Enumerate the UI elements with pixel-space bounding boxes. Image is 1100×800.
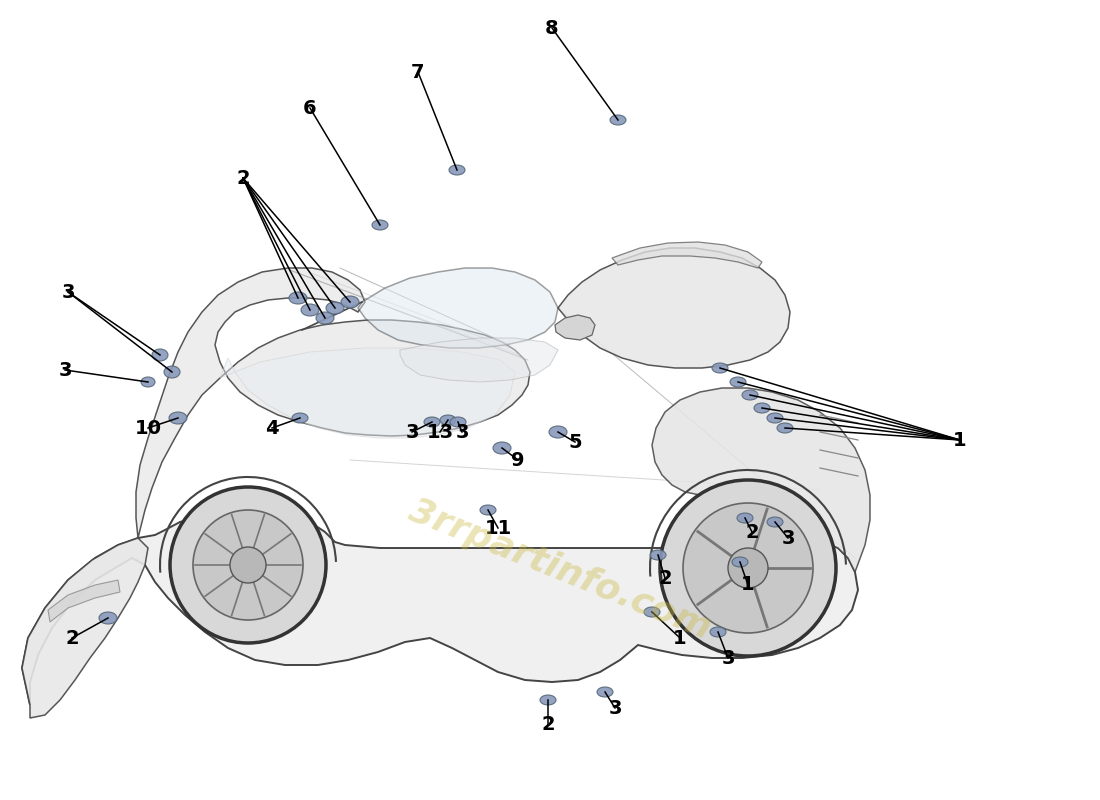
Ellipse shape: [737, 513, 754, 523]
Ellipse shape: [450, 417, 466, 427]
Ellipse shape: [493, 442, 512, 454]
Ellipse shape: [767, 413, 783, 423]
Ellipse shape: [341, 296, 359, 308]
Ellipse shape: [316, 312, 334, 324]
Text: 11: 11: [484, 518, 512, 538]
Text: 2: 2: [236, 169, 250, 187]
Ellipse shape: [164, 366, 180, 378]
Polygon shape: [652, 388, 870, 572]
Ellipse shape: [169, 412, 187, 424]
Polygon shape: [220, 348, 515, 438]
Ellipse shape: [610, 115, 626, 125]
Text: 1: 1: [741, 575, 755, 594]
Ellipse shape: [540, 695, 556, 705]
Circle shape: [170, 487, 326, 643]
Text: 3: 3: [608, 698, 622, 718]
Text: 3: 3: [722, 649, 735, 667]
Ellipse shape: [301, 304, 319, 316]
Polygon shape: [358, 268, 558, 348]
Text: 6: 6: [304, 98, 317, 118]
Text: 3: 3: [58, 361, 72, 379]
Text: 3: 3: [455, 422, 469, 442]
Circle shape: [660, 480, 836, 656]
Ellipse shape: [289, 292, 307, 304]
Ellipse shape: [549, 426, 566, 438]
Text: 3: 3: [781, 529, 794, 547]
Ellipse shape: [372, 220, 388, 230]
Text: 2: 2: [541, 715, 554, 734]
Circle shape: [230, 547, 266, 583]
Text: 2: 2: [745, 522, 759, 542]
Circle shape: [683, 503, 813, 633]
Ellipse shape: [650, 550, 666, 560]
Text: 4: 4: [265, 418, 278, 438]
Ellipse shape: [597, 687, 613, 697]
Polygon shape: [612, 242, 762, 268]
Ellipse shape: [141, 377, 155, 387]
Ellipse shape: [326, 302, 344, 314]
Text: 1: 1: [673, 629, 686, 647]
Text: 10: 10: [134, 418, 162, 438]
Ellipse shape: [480, 505, 496, 515]
Ellipse shape: [767, 517, 783, 527]
Ellipse shape: [449, 165, 465, 175]
Polygon shape: [558, 248, 790, 368]
Ellipse shape: [732, 557, 748, 567]
Text: 13: 13: [427, 422, 453, 442]
Text: 3rrpartinfo.com: 3rrpartinfo.com: [404, 494, 716, 646]
Circle shape: [192, 510, 303, 620]
Ellipse shape: [440, 415, 456, 425]
Polygon shape: [22, 538, 148, 718]
Polygon shape: [136, 268, 530, 538]
Text: 3: 3: [62, 282, 75, 302]
Polygon shape: [556, 315, 595, 340]
Circle shape: [728, 548, 768, 588]
Ellipse shape: [152, 349, 168, 361]
Ellipse shape: [754, 403, 770, 413]
Text: 3: 3: [405, 422, 419, 442]
Text: 2: 2: [658, 569, 672, 587]
Polygon shape: [400, 338, 558, 382]
Ellipse shape: [712, 363, 728, 373]
Polygon shape: [48, 580, 120, 622]
Text: 8: 8: [546, 18, 559, 38]
Text: 9: 9: [512, 450, 525, 470]
Text: 5: 5: [569, 433, 582, 451]
Text: 7: 7: [411, 62, 425, 82]
Ellipse shape: [730, 377, 746, 387]
Ellipse shape: [710, 627, 726, 637]
Ellipse shape: [292, 413, 308, 423]
Ellipse shape: [777, 423, 793, 433]
Text: 1: 1: [954, 430, 967, 450]
Text: 2: 2: [65, 629, 79, 647]
Ellipse shape: [742, 390, 758, 400]
Ellipse shape: [99, 612, 117, 624]
Ellipse shape: [644, 607, 660, 617]
Ellipse shape: [424, 417, 440, 427]
Polygon shape: [22, 512, 858, 705]
